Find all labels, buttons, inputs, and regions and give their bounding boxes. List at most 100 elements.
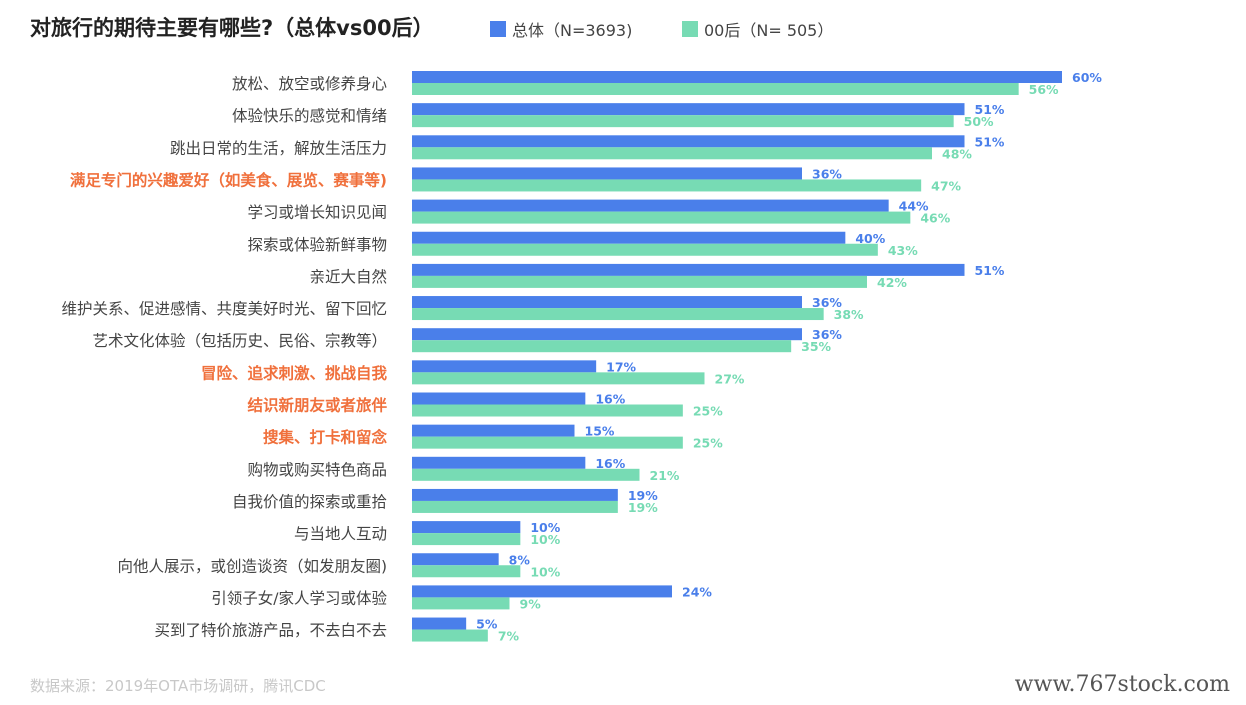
bar-00 — [412, 597, 510, 610]
value-label-total: 16% — [595, 456, 625, 471]
value-label-00: 10% — [530, 532, 560, 547]
category-label: 自我价值的探索或重拾 — [232, 493, 387, 511]
value-label-00: 42% — [877, 275, 907, 290]
category-label: 亲近大自然 — [309, 268, 387, 286]
category-label: 购物或购买特色商品 — [247, 461, 387, 479]
legend-label-00: 00后（N= 505） — [704, 21, 834, 40]
category-label: 学习或增长知识见闻 — [247, 204, 387, 222]
bar-total — [412, 521, 521, 534]
bar-00 — [412, 179, 922, 192]
value-label-total: 36% — [812, 327, 842, 342]
value-label-total: 8% — [509, 552, 531, 567]
value-label-00: 25% — [693, 404, 723, 419]
bar-00 — [412, 500, 618, 513]
bar-00 — [412, 404, 683, 417]
value-label-total: 51% — [975, 102, 1005, 117]
value-label-00: 10% — [530, 564, 560, 579]
category-label: 引领子女/家人学习或体验 — [211, 588, 387, 607]
legend-item-00: 00后（N= 505） — [682, 17, 833, 41]
legend-item-total: 总体（N=3693) — [490, 17, 632, 41]
category-label: 艺术文化体验（包括历史、民俗、宗教等） — [92, 332, 387, 350]
legend-swatch-total — [490, 21, 506, 37]
value-label-total: 36% — [812, 166, 842, 181]
value-label-00: 46% — [920, 211, 950, 226]
category-label: 放松、放空或修养身心 — [232, 75, 387, 93]
bar-total — [412, 392, 586, 405]
value-label-total: 60% — [1072, 70, 1102, 85]
bar-total — [412, 585, 672, 598]
bar-total — [412, 135, 965, 148]
value-label-total: 51% — [975, 263, 1005, 278]
value-label-total: 17% — [606, 359, 636, 374]
category-label: 跳出日常的生活，解放生活压力 — [170, 139, 387, 157]
bar-00 — [412, 243, 878, 256]
category-label: 与当地人互动 — [294, 525, 387, 543]
category-label: 搜集、打卡和留念 — [263, 428, 388, 447]
category-label: 满足专门的兴趣爱好（如美食、展览、赛事等) — [70, 170, 387, 189]
bar-00 — [412, 436, 683, 449]
source-note: 数据来源：2019年OTA市场调研，腾讯CDC — [30, 677, 326, 695]
value-label-total: 44% — [899, 199, 929, 214]
bar-00 — [412, 565, 521, 578]
value-label-00: 21% — [650, 468, 680, 483]
value-label-00: 56% — [1029, 82, 1059, 97]
value-label-total: 36% — [812, 295, 842, 310]
bar-total — [412, 424, 575, 437]
category-label: 向他人展示，或创造谈资（如发朋友圈) — [117, 557, 387, 575]
bar-00 — [412, 308, 824, 321]
bar-total — [412, 617, 467, 630]
legend-swatch-00 — [682, 21, 698, 37]
bar-00 — [412, 533, 521, 546]
value-label-00: 9% — [520, 596, 542, 611]
value-label-00: 43% — [888, 243, 918, 258]
value-label-total: 5% — [476, 617, 498, 632]
bar-total — [412, 296, 802, 309]
bar-total — [412, 71, 1062, 83]
bar-00 — [412, 629, 488, 642]
bar-00 — [412, 211, 911, 224]
value-label-total: 40% — [855, 231, 885, 246]
bar-00 — [412, 115, 954, 128]
value-label-total: 15% — [585, 424, 615, 439]
value-label-00: 25% — [693, 436, 723, 451]
watermark: www.767stock.com — [1014, 672, 1230, 697]
bar-total — [412, 360, 597, 373]
legend-label-total: 总体（N=3693) — [512, 21, 633, 40]
category-label: 买到了特价旅游产品，不去白不去 — [154, 622, 387, 640]
value-label-00: 35% — [801, 339, 831, 354]
bar-00 — [412, 275, 867, 288]
category-label: 维护关系、促进感情、共度美好时光、留下回忆 — [61, 300, 387, 318]
value-label-00: 47% — [931, 178, 961, 193]
bar-00 — [412, 340, 792, 353]
chart-title: 对旅行的期待主要有哪些?（总体vs00后） — [30, 16, 434, 40]
value-label-total: 24% — [682, 584, 712, 599]
value-label-total: 19% — [628, 488, 658, 503]
value-label-00: 48% — [942, 146, 972, 161]
bar-00 — [412, 147, 932, 160]
bar-00 — [412, 83, 1019, 95]
bar-total — [412, 488, 618, 501]
value-label-00: 27% — [715, 371, 745, 386]
value-label-00: 50% — [964, 114, 994, 129]
bar-total — [412, 199, 889, 212]
bar-00 — [412, 372, 705, 385]
bar-total — [412, 231, 846, 244]
bar-total — [412, 103, 965, 116]
bar-total — [412, 167, 802, 180]
category-label: 结识新朋友或者旅伴 — [246, 396, 387, 415]
value-label-total: 16% — [595, 392, 625, 407]
value-label-total: 10% — [530, 520, 560, 535]
value-label-00: 19% — [628, 500, 658, 515]
category-label: 探索或体验新鲜事物 — [247, 236, 387, 254]
value-label-00: 38% — [834, 307, 864, 322]
bar-total — [412, 263, 965, 276]
bar-total — [412, 456, 586, 469]
category-label: 冒险、追求刺激、挑战自我 — [201, 363, 388, 382]
bar-total — [412, 553, 499, 566]
bar-total — [412, 328, 802, 341]
bar-00 — [412, 468, 640, 481]
value-label-00: 7% — [498, 629, 520, 644]
category-label: 体验快乐的感觉和情绪 — [232, 107, 387, 125]
value-label-total: 51% — [975, 134, 1005, 149]
